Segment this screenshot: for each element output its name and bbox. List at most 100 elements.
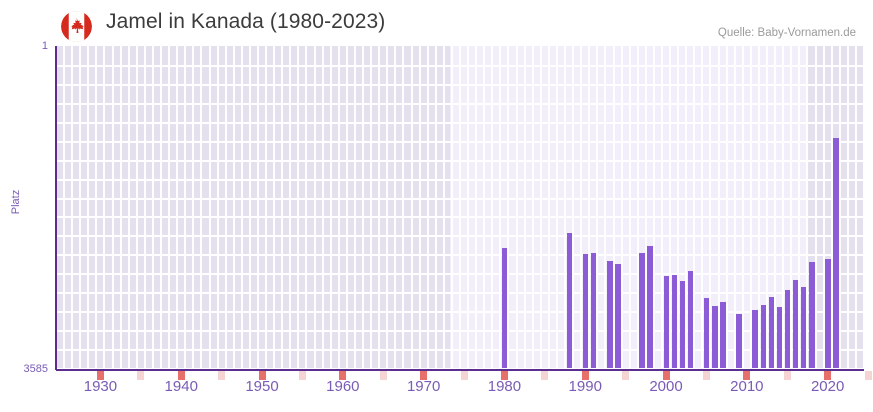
gridline-vertical [475, 46, 478, 368]
x-tick-mark-1940 [177, 371, 185, 380]
bar-2014[interactable] [776, 306, 783, 368]
x-tick-mark-1955 [298, 371, 306, 380]
gridline-vertical [168, 46, 171, 368]
gridline-horizontal [56, 160, 864, 162]
bar-2012[interactable] [760, 304, 767, 368]
gridline-vertical [830, 46, 833, 368]
gridline-horizontal [56, 84, 864, 86]
x-tick-label-2010: 2010 [730, 378, 764, 395]
gridline-vertical [273, 46, 276, 368]
y-axis-title: Platz [10, 189, 22, 215]
gridline-vertical [305, 46, 308, 368]
gridline-vertical [200, 46, 203, 368]
bar-1991[interactable] [590, 252, 597, 368]
gridline-vertical [143, 46, 146, 368]
bar-1988[interactable] [566, 232, 573, 368]
bar-1998[interactable] [647, 246, 653, 368]
gridline-vertical [410, 46, 413, 368]
bar-2009[interactable] [736, 313, 742, 368]
gridline-vertical [240, 46, 243, 368]
gridline-vertical [442, 46, 445, 368]
x-tick-label-1970: 1970 [406, 378, 441, 395]
x-tick-mark-1960 [339, 371, 347, 380]
gridline-vertical [192, 46, 195, 368]
gridline-horizontal [56, 349, 864, 351]
gridline-vertical [604, 46, 607, 368]
gridline-vertical [701, 46, 704, 368]
gridline-vertical [127, 46, 130, 368]
bar-2018[interactable] [809, 262, 815, 368]
gridline-vertical [337, 46, 340, 368]
x-tick-label-1940: 1940 [164, 378, 198, 395]
gridline-vertical [232, 46, 235, 368]
gridline-vertical [580, 46, 583, 368]
gridline-vertical [644, 46, 647, 368]
gridline-horizontal [56, 122, 864, 124]
gridline-vertical [95, 46, 98, 368]
bar-1993[interactable] [607, 261, 613, 368]
gridline-horizontal [56, 103, 864, 105]
gridline-vertical [854, 46, 857, 368]
gridline-vertical [846, 46, 849, 368]
gridline-vertical [216, 46, 219, 368]
gridline-vertical [717, 46, 720, 368]
bar-2011[interactable] [752, 309, 758, 368]
bar-2003[interactable] [687, 270, 694, 368]
x-tick-mark-2005 [702, 371, 710, 380]
gridline-vertical [345, 46, 348, 368]
gridline-vertical [596, 46, 599, 368]
x-tick-mark-2025 [864, 371, 872, 380]
bar-1997[interactable] [639, 253, 645, 368]
y-axis-line [55, 46, 57, 370]
canada-flag-icon [61, 11, 92, 42]
gridline-vertical [863, 46, 864, 368]
x-tick-mark-1950 [258, 371, 266, 380]
gridline-vertical [766, 46, 769, 368]
gridline-vertical [184, 46, 187, 368]
x-tick-label-1930: 1930 [83, 378, 118, 395]
bar-2006[interactable] [712, 306, 718, 368]
gridline-vertical [757, 46, 760, 368]
gridline-vertical [774, 46, 777, 368]
gridline-vertical [838, 46, 841, 368]
gridline-horizontal [56, 141, 864, 143]
gridline-vertical [103, 46, 106, 368]
source-attribution: Quelle: Baby-Vornamen.de [717, 27, 856, 39]
gridline-vertical [426, 46, 429, 368]
bar-1990[interactable] [582, 254, 589, 368]
gridline-vertical [111, 46, 114, 368]
bar-2013[interactable] [768, 296, 775, 368]
gridline-vertical [135, 46, 138, 368]
x-tick-mark-1985 [541, 371, 549, 380]
x-tick-mark-1975 [460, 371, 468, 380]
gridline-vertical [160, 46, 163, 368]
gridline-vertical [749, 46, 752, 368]
x-tick-mark-1970 [420, 371, 428, 380]
gridline-vertical [628, 46, 631, 368]
bar-1980[interactable] [502, 247, 508, 368]
bar-2016[interactable] [792, 280, 799, 368]
bar-2007[interactable] [720, 302, 726, 368]
gridline-vertical [459, 46, 461, 368]
gridline-vertical [329, 46, 332, 368]
gridline-vertical [151, 46, 154, 368]
bar-2000[interactable] [663, 275, 670, 368]
gridline-vertical [289, 46, 292, 368]
bar-2021[interactable] [833, 137, 839, 368]
gridline-vertical [515, 46, 518, 368]
bar-2005[interactable] [704, 298, 710, 368]
bar-2002[interactable] [679, 281, 686, 368]
bar-2001[interactable] [671, 275, 678, 368]
x-tick-mark-2000 [662, 371, 670, 380]
gridline-vertical [499, 46, 502, 368]
gridline-vertical [685, 46, 688, 368]
bar-2017[interactable] [800, 287, 807, 368]
gridline-vertical [402, 46, 405, 368]
bar-1994[interactable] [615, 264, 621, 368]
bar-2015[interactable] [784, 290, 791, 368]
x-tick-mark-1995 [622, 371, 630, 380]
bar-2020[interactable] [825, 258, 831, 368]
plot-area [56, 46, 864, 368]
gridline-horizontal [56, 216, 864, 218]
gridline-horizontal [56, 198, 864, 200]
